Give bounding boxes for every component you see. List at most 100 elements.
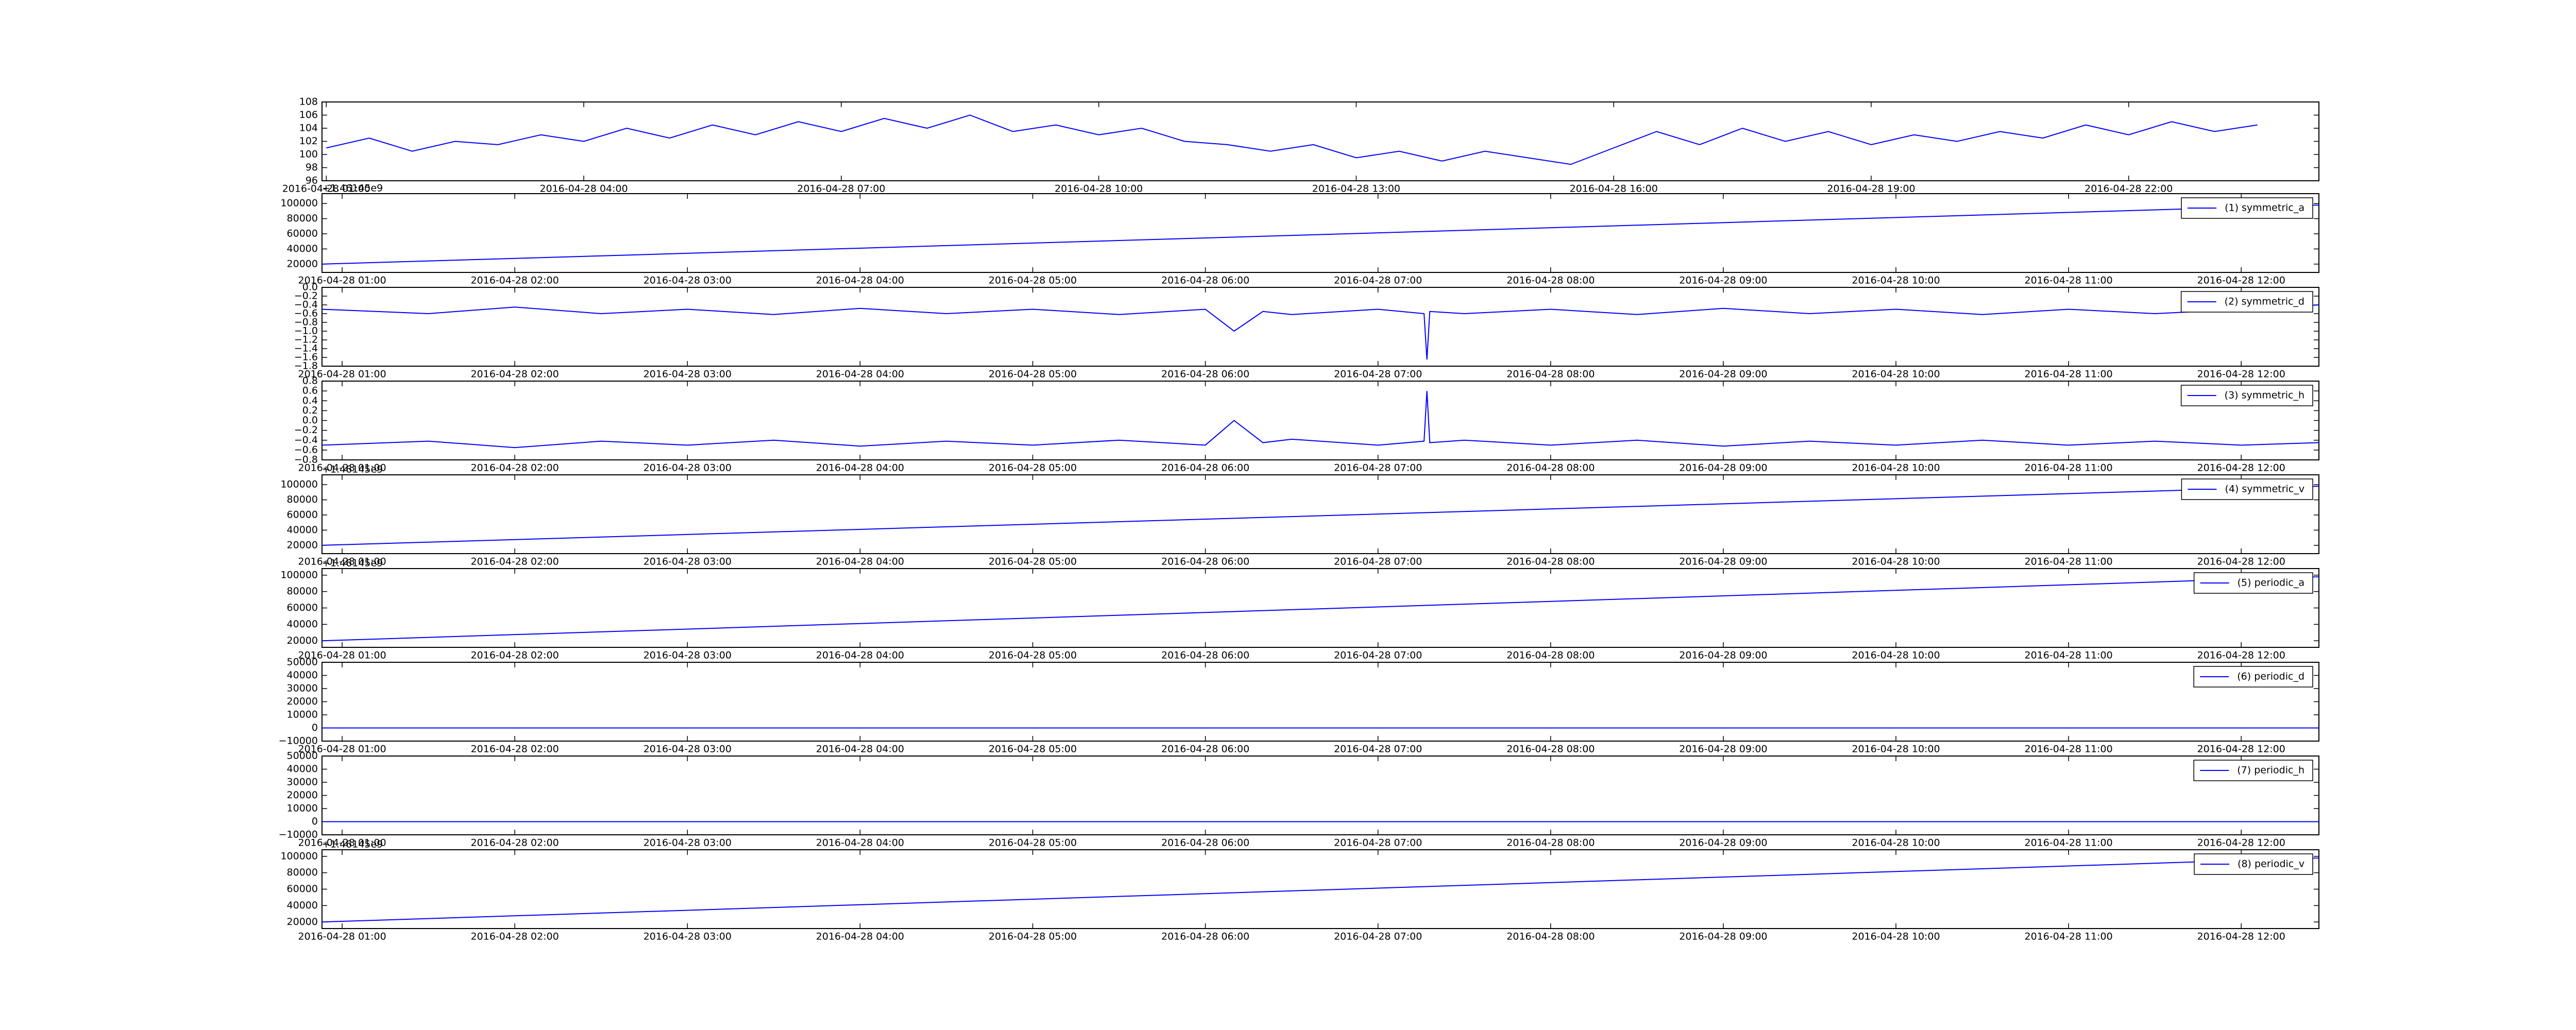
y-tick-label: 40000 [287, 619, 318, 630]
x-tick-label: 2016-04-28 02:00 [471, 744, 559, 755]
x-tick-label: 2016-04-28 08:00 [1506, 462, 1595, 474]
y-tick-label: 100000 [280, 479, 318, 490]
y-tick-label: −0.2 [294, 424, 318, 436]
x-tick-label: 2016-04-28 12:00 [2197, 275, 2285, 286]
y-tick-label: −1.4 [294, 343, 318, 354]
x-tick-label: 2016-04-28 07:00 [1334, 837, 1422, 849]
y-tick-label: 20000 [287, 258, 318, 269]
series-line [321, 486, 2319, 546]
x-tick-label: 2016-04-28 01:00 [298, 462, 386, 474]
x-tick-label: 2016-04-28 09:00 [1679, 650, 1767, 661]
y-tick-label: 80000 [287, 494, 318, 505]
x-tick-label: 2016-04-28 03:00 [643, 837, 732, 849]
x-tick-label: 2016-04-28 01:00 [282, 183, 370, 195]
offset-text: +1.46145e9 [322, 464, 383, 475]
y-tick-label: −0.6 [294, 308, 318, 319]
y-tick-label: −0.8 [294, 454, 318, 466]
x-tick-label: 2016-04-28 04:00 [539, 183, 628, 195]
series-line [321, 857, 2319, 923]
y-tick-label: 20000 [287, 635, 318, 646]
x-tick-label: 2016-04-28 02:00 [471, 275, 559, 286]
y-tick-label: −10000 [279, 829, 318, 840]
x-tick-label: 2016-04-28 07:00 [1334, 369, 1422, 380]
y-tick-label: 100000 [280, 569, 318, 580]
axes-frame [321, 101, 2319, 181]
x-tick-label: 2016-04-28 19:00 [1827, 183, 1915, 195]
x-tick-label: 2016-04-28 02:00 [471, 931, 559, 942]
x-tick-label: 2016-04-28 07:00 [1334, 931, 1422, 942]
x-tick-label: 2016-04-28 10:00 [1852, 744, 1940, 755]
x-tick-label: 2016-04-28 13:00 [1312, 183, 1400, 195]
x-tick-label: 2016-04-28 06:00 [1161, 369, 1249, 380]
x-tick-label: 2016-04-28 11:00 [2024, 744, 2112, 755]
y-tick-label: 0.0 [302, 282, 318, 293]
x-tick-label: 2016-04-28 11:00 [2024, 275, 2112, 286]
legend-label: (7) periodic_h [2237, 765, 2304, 776]
y-tick-label: 106 [299, 109, 318, 121]
x-tick-label: 2016-04-28 09:00 [1679, 369, 1767, 380]
x-tick-label: 2016-04-28 03:00 [643, 650, 732, 661]
y-tick-label: 30000 [287, 683, 318, 694]
x-tick-label: 2016-04-28 06:00 [1161, 837, 1249, 849]
x-tick-label: 2016-04-28 12:00 [2197, 556, 2285, 568]
x-tick-label: 2016-04-28 22:00 [2084, 183, 2173, 195]
y-tick-label: 40000 [287, 670, 318, 681]
x-tick-label: 2016-04-28 08:00 [1506, 556, 1595, 568]
x-tick-label: 2016-04-28 01:00 [298, 275, 386, 286]
series-line [321, 391, 2319, 449]
x-tick-label: 2016-04-28 01:00 [298, 744, 386, 755]
series-line [326, 114, 2258, 165]
x-tick-label: 2016-04-28 10:00 [1852, 931, 1940, 942]
x-tick-label: 2016-04-28 11:00 [2024, 837, 2112, 849]
x-tick-label: 2016-04-28 04:00 [816, 931, 904, 942]
y-tick-label: −1.8 [294, 360, 318, 372]
x-tick-label: 2016-04-28 07:00 [1334, 556, 1422, 568]
y-tick-label: 108 [299, 96, 318, 108]
y-tick-label: −1.6 [294, 352, 318, 363]
x-tick-label: 2016-04-28 05:00 [989, 650, 1077, 661]
x-tick-label: 2016-04-28 12:00 [2197, 462, 2285, 474]
y-tick-label: −0.8 [294, 317, 318, 328]
x-tick-label: 2016-04-28 09:00 [1679, 556, 1767, 568]
x-tick-label: 2016-04-28 11:00 [2024, 650, 2112, 661]
x-tick-label: 2016-04-28 08:00 [1506, 369, 1595, 380]
x-tick-label: 2016-04-28 07:00 [1334, 650, 1422, 661]
x-tick-label: 2016-04-28 06:00 [1161, 556, 1249, 568]
y-tick-label: 0.0 [302, 415, 318, 426]
x-tick-label: 2016-04-28 01:00 [298, 837, 386, 849]
legend-box [2193, 572, 2313, 594]
x-tick-label: 2016-04-28 06:00 [1161, 931, 1249, 942]
x-tick-label: 2016-04-28 01:00 [298, 931, 386, 942]
axes-frame [321, 849, 2319, 929]
x-tick-label: 2016-04-28 03:00 [643, 462, 732, 474]
y-tick-label: 102 [299, 135, 318, 147]
y-tick-label: 40000 [287, 900, 318, 911]
y-tick-label: 20000 [287, 789, 318, 801]
series-line [321, 576, 2319, 642]
x-tick-label: 2016-04-28 05:00 [989, 275, 1077, 286]
legend-label: (3) symmetric_h [2225, 390, 2304, 401]
x-tick-label: 2016-04-28 05:00 [989, 837, 1077, 849]
x-tick-label: 2016-04-28 09:00 [1679, 275, 1767, 286]
series-line [321, 304, 2319, 360]
y-tick-label: 40000 [287, 524, 318, 536]
y-tick-label: 98 [306, 162, 318, 173]
x-tick-label: 2016-04-28 10:00 [1852, 275, 1940, 286]
axes-frame [321, 568, 2319, 648]
y-tick-label: 0.2 [302, 405, 318, 416]
x-tick-label: 2016-04-28 10:00 [1852, 462, 1940, 474]
x-tick-label: 2016-04-28 11:00 [2024, 556, 2112, 568]
axes-frame [321, 662, 2319, 742]
x-tick-label: 2016-04-28 06:00 [1161, 275, 1249, 286]
x-tick-label: 2016-04-28 05:00 [989, 556, 1077, 568]
axes-frame [321, 381, 2319, 460]
y-tick-label: −0.4 [294, 299, 318, 311]
x-tick-label: 2016-04-28 02:00 [471, 462, 559, 474]
y-tick-label: 20000 [287, 916, 318, 928]
x-tick-label: 2016-04-28 08:00 [1506, 650, 1595, 661]
offset-text: +1.46145e9 [322, 558, 383, 569]
y-tick-label: 50000 [287, 657, 318, 668]
legend-label: (6) periodic_d [2237, 671, 2304, 682]
x-tick-label: 2016-04-28 04:00 [816, 650, 904, 661]
y-tick-label: 80000 [287, 867, 318, 878]
